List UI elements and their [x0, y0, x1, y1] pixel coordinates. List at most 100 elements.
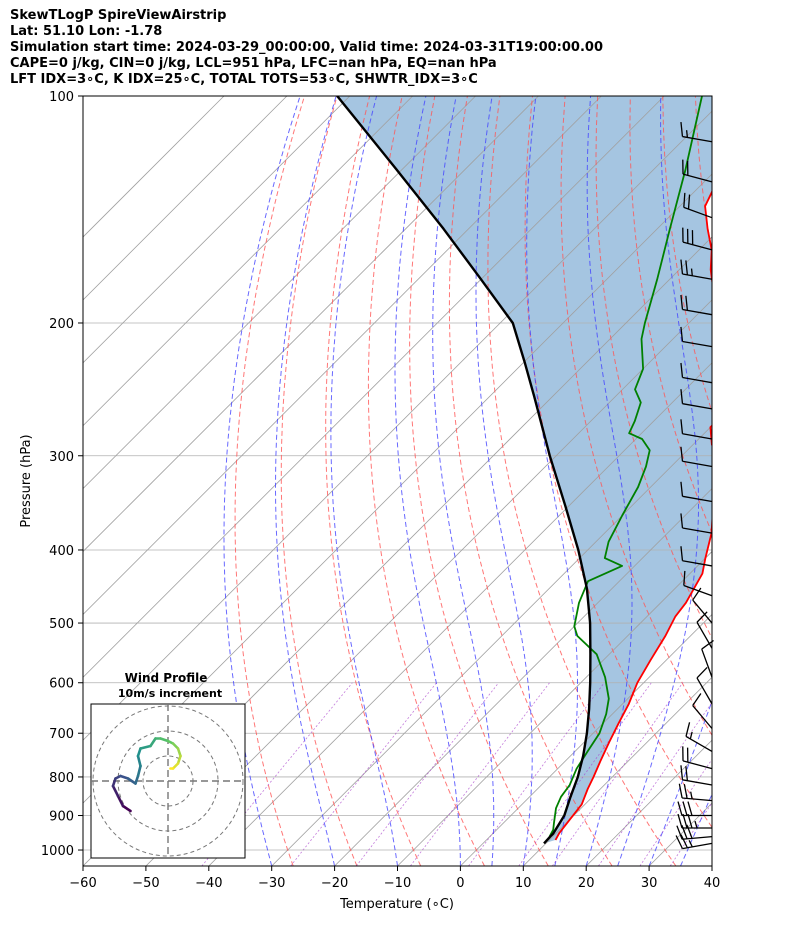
indices-line-2: LFT IDX=3∘C, K IDX=25∘C, TOTAL TOTS=53∘C…	[10, 72, 478, 87]
hodograph-segment	[119, 774, 130, 780]
x-tick-label: −10	[384, 876, 411, 891]
dry-adiabat	[524, 96, 712, 829]
y-tick-label: 800	[49, 771, 74, 786]
moist-adiabat	[680, 793, 712, 866]
isotherm-line	[334, 488, 712, 866]
isotherm-line	[83, 96, 413, 427]
wind-barb-flag	[677, 801, 683, 816]
moist-adiabat	[585, 96, 633, 866]
mixing-ratio-line	[290, 682, 437, 866]
isotherm-line	[397, 550, 712, 866]
mixing-ratio-line	[669, 802, 712, 866]
moist-adiabat	[526, 96, 578, 866]
dewpoint-line	[548, 96, 703, 838]
hodograph-subtitle: 10m/s increment	[118, 687, 222, 700]
temperature-line	[554, 189, 712, 841]
y-tick-label: 600	[49, 677, 74, 692]
isotherm-line	[460, 613, 712, 866]
location-line: Lat: 51.10 Lon: -1.78	[10, 24, 163, 39]
wind-barb-staff	[692, 705, 713, 729]
hodograph-segment	[116, 794, 125, 808]
dry-adiabat	[325, 96, 422, 866]
y-tick-label: 200	[49, 317, 74, 332]
wind-barb-flag	[680, 294, 684, 310]
wind-barb-flag	[676, 825, 683, 840]
parcel-line	[336, 96, 592, 845]
mixing-ratio-line	[410, 682, 550, 866]
wind-barb-staff	[682, 273, 713, 280]
isotherm-line	[271, 425, 712, 866]
wind-barb-flag	[685, 722, 691, 737]
hodograph-segment	[176, 754, 182, 765]
isotherm-line	[83, 96, 351, 364]
hodograph-segment	[111, 784, 120, 798]
time-line: Simulation start time: 2024-03-29_00:00:…	[10, 40, 603, 55]
hodograph-segment	[136, 747, 142, 758]
isotherm-line	[83, 96, 225, 238]
wind-barb-flag	[685, 766, 689, 781]
chart-title: SkewTLogP SpireViewAirstrip	[10, 8, 227, 23]
wind-barb-flag	[682, 801, 688, 816]
wind-barb-flag	[685, 260, 689, 275]
wind-barb-flag	[687, 194, 691, 210]
hodograph-segment	[136, 754, 142, 768]
wind-barb-staff	[682, 842, 713, 850]
isotherm-line	[83, 96, 602, 615]
wind-barb-flag	[683, 784, 688, 799]
isotherm-line	[83, 96, 476, 490]
wind-barb-half-flag	[690, 791, 693, 800]
wind-barb-staff	[682, 340, 713, 348]
isotherm-line	[145, 299, 712, 866]
wind-barb-flag	[677, 813, 683, 829]
dry-adiabat	[761, 96, 794, 866]
moist-adiabat	[275, 96, 337, 866]
wind-barb-flag	[687, 801, 693, 816]
mixing-ratio-line	[639, 758, 712, 866]
dry-adiabat	[448, 96, 613, 866]
isotherm-line	[83, 110, 712, 741]
wind-barb-flag	[680, 481, 684, 497]
wind-barb-flag	[680, 362, 684, 378]
moist-adiabat	[617, 96, 699, 866]
wind-barb-staff	[696, 621, 713, 649]
hodograph-segment	[121, 804, 132, 813]
wind-barb-staff	[682, 433, 713, 440]
y-tick-label: 700	[49, 727, 74, 742]
wind-barb-flag	[680, 546, 684, 561]
wind-barb-flag	[696, 666, 708, 679]
y-tick-label: 900	[49, 810, 74, 825]
hodograph-segment	[136, 764, 142, 778]
wind-barb-staff	[692, 599, 713, 624]
wind-barb-staff	[682, 495, 713, 503]
indices-line-1: CAPE=0 j/kg, CIN=0 j/kg, LCL=951 hPa, LF…	[10, 56, 497, 71]
hodograph-segment	[139, 744, 152, 750]
isotherm-line	[711, 865, 712, 866]
cape-cin-shading	[337, 96, 712, 844]
isotherm-line	[83, 96, 665, 678]
wind-barb-flag	[680, 513, 684, 529]
dry-adiabat	[728, 96, 794, 866]
dry-adiabat	[662, 96, 712, 414]
dry-adiabat	[234, 96, 305, 866]
dry-adiabat	[595, 96, 712, 640]
wind-barb-flag	[701, 639, 714, 650]
wind-barb-half-flag	[688, 840, 693, 848]
x-axis-label: Temperature (∘C)	[339, 897, 454, 912]
wind-barb-flag	[680, 326, 684, 342]
hodograph-segment	[149, 737, 157, 748]
wind-barb-flag	[680, 834, 688, 849]
wind-barb-staff	[683, 584, 713, 597]
moist-adiabat	[648, 699, 712, 866]
wind-barb-flag	[678, 783, 683, 799]
wind-barb-flag	[683, 570, 686, 586]
y-tick-label: 300	[49, 450, 74, 465]
wind-barb-flag	[680, 765, 684, 780]
moist-adiabat	[432, 96, 495, 866]
hodograph-title: Wind Profile	[125, 671, 208, 685]
wind-barb-half-flag	[690, 268, 693, 276]
wind-barb-flag	[685, 295, 689, 311]
wind-barb-flag	[692, 693, 702, 706]
y-tick-label: 400	[49, 544, 74, 559]
x-tick-label: 40	[704, 876, 721, 891]
